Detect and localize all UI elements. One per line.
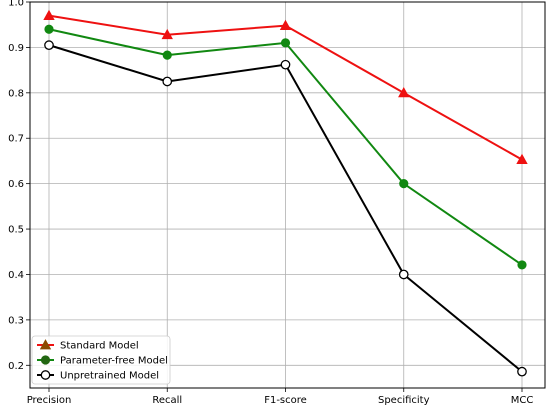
legend-box bbox=[31, 335, 171, 385]
legend-label: Parameter-free Model bbox=[60, 356, 168, 367]
y-tick-label: 0.2 bbox=[8, 361, 24, 372]
data-point bbox=[43, 9, 55, 21]
y-tick-label: 0.3 bbox=[8, 315, 24, 326]
y-tick-label: 0.5 bbox=[8, 225, 24, 236]
y-tick-label: 0.9 bbox=[8, 43, 24, 54]
x-axis: Precision Recall F1-score Specificity MCC bbox=[27, 388, 534, 406]
y-axis: 0.2 0.3 0.4 0.5 0.6 0.7 0.8 0.9 1.0 bbox=[8, 0, 30, 372]
data-point bbox=[399, 179, 409, 189]
x-tick-label: Specificity bbox=[378, 395, 430, 406]
data-point bbox=[280, 59, 291, 70]
series-3 bbox=[44, 40, 527, 377]
y-tick-label: 0.7 bbox=[8, 134, 24, 145]
grid bbox=[30, 1, 545, 388]
data-point bbox=[162, 50, 172, 60]
data-point bbox=[398, 86, 410, 98]
legend: Standard Model Parameter-free Model Unpret… bbox=[31, 335, 171, 385]
data-point bbox=[280, 38, 291, 48]
legend-marker bbox=[39, 339, 52, 350]
y-tick-label: 1.0 bbox=[8, 0, 24, 9]
plot-frame bbox=[29, 1, 546, 389]
data-point bbox=[517, 260, 527, 270]
legend-marker bbox=[40, 370, 51, 380]
x-tick-label: Recall bbox=[152, 395, 182, 406]
y-tick-label: 0.8 bbox=[8, 88, 24, 99]
x-tick-label: Precision bbox=[27, 395, 72, 406]
data-point bbox=[44, 24, 54, 34]
data-point bbox=[398, 269, 409, 280]
y-tick-label: 0.4 bbox=[8, 270, 24, 281]
series-group bbox=[43, 9, 528, 377]
y-tick-label: 0.6 bbox=[8, 179, 24, 190]
legend-entry: Unpretrained Model bbox=[37, 370, 159, 382]
legend-label: Standard Model bbox=[60, 341, 139, 352]
series-1 bbox=[43, 9, 528, 164]
x-tick-label: F1-score bbox=[264, 395, 307, 406]
data-point bbox=[516, 153, 528, 164]
x-tick-label: MCC bbox=[511, 395, 534, 406]
legend-entry: Standard Model bbox=[37, 339, 139, 352]
data-point bbox=[279, 19, 292, 31]
legend-entry: Parameter-free Model bbox=[37, 355, 168, 367]
legend-marker bbox=[40, 355, 51, 365]
series-2 bbox=[44, 24, 527, 270]
data-point bbox=[517, 366, 527, 377]
legend-label: Unpretrained Model bbox=[60, 371, 159, 382]
data-point bbox=[162, 76, 173, 87]
data-point bbox=[44, 40, 54, 50]
data-point bbox=[161, 28, 173, 40]
